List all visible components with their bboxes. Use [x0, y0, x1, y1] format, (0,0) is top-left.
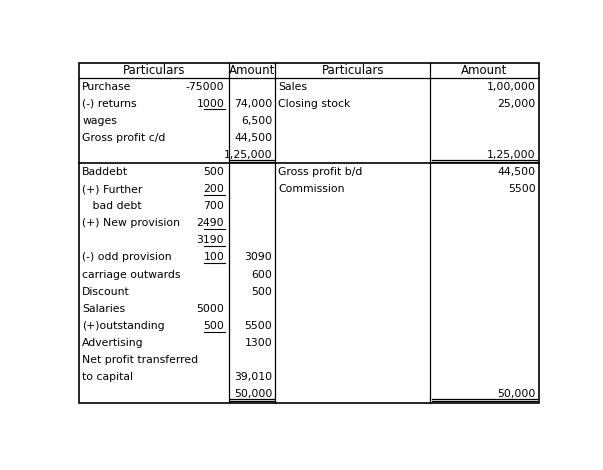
Text: 25,000: 25,000 [497, 99, 535, 109]
Text: (+) Further: (+) Further [83, 184, 143, 194]
Text: 100: 100 [203, 252, 224, 262]
Text: 1,00,000: 1,00,000 [487, 81, 535, 92]
Text: 500: 500 [203, 321, 224, 331]
Text: Amount: Amount [461, 64, 508, 77]
Text: 200: 200 [203, 184, 224, 194]
Text: 700: 700 [203, 201, 224, 211]
Text: 600: 600 [251, 269, 272, 280]
Text: carriage outwards: carriage outwards [83, 269, 181, 280]
Text: 1000: 1000 [197, 99, 224, 109]
Text: 500: 500 [251, 287, 272, 297]
Text: 6,500: 6,500 [241, 116, 272, 125]
Text: 44,500: 44,500 [497, 167, 535, 177]
Text: Sales: Sales [279, 81, 308, 92]
Text: Particulars: Particulars [321, 64, 384, 77]
Text: 39,010: 39,010 [234, 372, 272, 382]
Text: 2490: 2490 [197, 218, 224, 228]
Text: 44,500: 44,500 [234, 133, 272, 143]
Text: Discount: Discount [83, 287, 130, 297]
Text: 5500: 5500 [508, 184, 535, 194]
Text: Amount: Amount [229, 64, 275, 77]
Text: 5000: 5000 [197, 304, 224, 314]
Text: (-) odd provision: (-) odd provision [83, 252, 172, 262]
Text: Purchase: Purchase [83, 81, 131, 92]
Text: (+) New provision: (+) New provision [83, 218, 180, 228]
Text: 500: 500 [203, 167, 224, 177]
Text: 3190: 3190 [197, 235, 224, 245]
Text: 1,25,000: 1,25,000 [224, 150, 272, 160]
Text: 50,000: 50,000 [497, 389, 535, 399]
Text: Net profit transferred: Net profit transferred [83, 355, 198, 365]
Text: (-) returns: (-) returns [83, 99, 137, 109]
Text: (+)outstanding: (+)outstanding [83, 321, 165, 331]
Text: Particulars: Particulars [123, 64, 185, 77]
Text: 3090: 3090 [244, 252, 272, 262]
Text: Gross profit c/d: Gross profit c/d [83, 133, 166, 143]
Text: wages: wages [83, 116, 117, 125]
Text: Closing stock: Closing stock [279, 99, 351, 109]
Text: 50,000: 50,000 [234, 389, 272, 399]
Text: Baddebt: Baddebt [83, 167, 128, 177]
Text: Commission: Commission [279, 184, 345, 194]
Text: 1,25,000: 1,25,000 [487, 150, 535, 160]
Text: -75000: -75000 [186, 81, 224, 92]
Text: 1300: 1300 [244, 338, 272, 348]
Text: Advertising: Advertising [83, 338, 144, 348]
Text: Gross profit b/d: Gross profit b/d [279, 167, 363, 177]
Text: 5500: 5500 [244, 321, 272, 331]
Text: to capital: to capital [83, 372, 133, 382]
Text: Salaries: Salaries [83, 304, 125, 314]
Text: bad debt: bad debt [83, 201, 142, 211]
Text: 74,000: 74,000 [234, 99, 272, 109]
